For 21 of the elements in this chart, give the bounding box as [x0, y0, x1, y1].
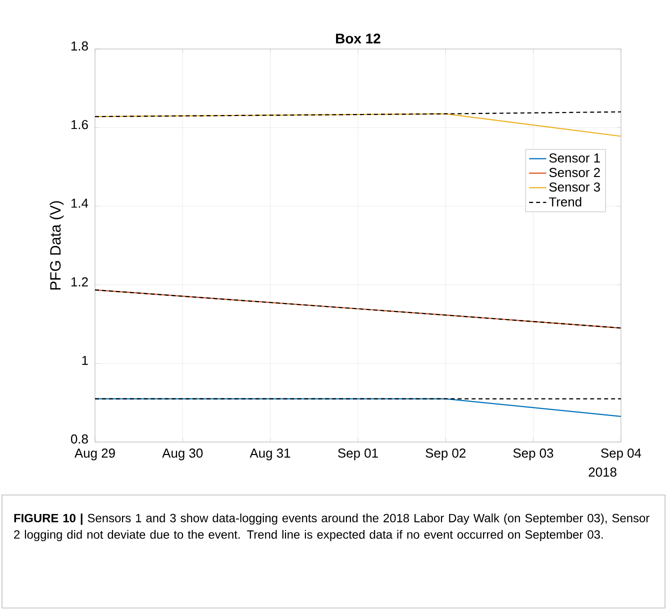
y-tick-label: 1.6: [71, 120, 88, 130]
x-tick-label: Aug 29: [74, 448, 115, 460]
y-tick-label: 1.4: [71, 198, 88, 208]
legend-label: Sensor 3: [549, 182, 600, 192]
legend-label: Sensor 2: [549, 168, 600, 178]
chart-title: Box 12: [336, 34, 380, 44]
legend-label: Sensor 1: [549, 153, 600, 163]
text: FIGURE 10 | Sensors 1 and 3 show data-logging events around the 2018 Labor Day Walk (on September 03), Sensor 2 logging did not deviate due to the event. Trend line is expected data if no event occurred on September 03.: [14, 514, 650, 542]
x-tick-label: Sep 03: [513, 448, 554, 460]
y-tick-label: 0.8: [70, 434, 88, 444]
x-tick-label: Aug 31: [250, 448, 290, 460]
y-tick-label: 1: [82, 356, 88, 365]
y-tick-label: 1.8: [71, 41, 88, 51]
x-tick-label: Sep 01: [338, 448, 378, 460]
legend-label: Trend: [549, 196, 582, 206]
y-tick-label: 1.2: [71, 277, 88, 286]
y-axis-title: PFG Data (V): [50, 201, 64, 290]
x-tick-label: Sep 04: [601, 448, 642, 460]
text: 2018: [588, 468, 616, 477]
x-tick-label: Sep 02: [426, 448, 466, 460]
x-tick-label: Aug 30: [162, 448, 203, 460]
